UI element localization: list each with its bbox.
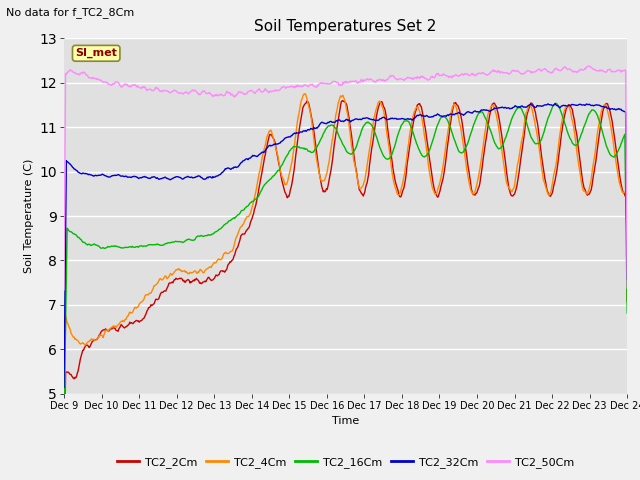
- Y-axis label: Soil Temperature (C): Soil Temperature (C): [24, 159, 34, 273]
- Legend: TC2_2Cm, TC2_4Cm, TC2_16Cm, TC2_32Cm, TC2_50Cm: TC2_2Cm, TC2_4Cm, TC2_16Cm, TC2_32Cm, TC…: [113, 453, 579, 472]
- Text: No data for f_TC2_8Cm: No data for f_TC2_8Cm: [6, 7, 134, 18]
- Text: SI_met: SI_met: [76, 48, 117, 59]
- X-axis label: Time: Time: [332, 416, 359, 426]
- Title: Soil Temperatures Set 2: Soil Temperatures Set 2: [255, 20, 436, 35]
